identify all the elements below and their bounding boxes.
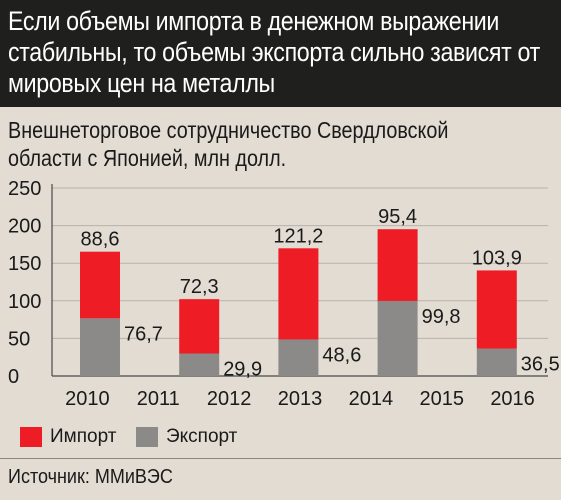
data-label-export: 99,8	[422, 306, 461, 328]
data-label-export: 36,5	[521, 354, 560, 376]
y-tick-label: 50	[8, 328, 30, 350]
source-divider	[0, 458, 561, 459]
data-label-import: 95,4	[378, 206, 417, 228]
bar-import	[476, 270, 517, 349]
data-label-export: 76,7	[124, 323, 163, 345]
bar-export	[476, 348, 517, 376]
legend-item-import: Импорт	[20, 426, 116, 448]
x-tick-label: 2014	[349, 388, 394, 410]
y-tick-label: 150	[8, 253, 41, 275]
bar-export	[80, 318, 120, 376]
bar-import	[179, 299, 220, 354]
data-label-export: 48,6	[322, 344, 361, 366]
data-label-import: 121,2	[273, 225, 323, 247]
legend-label-export: Экспорт	[166, 426, 238, 447]
data-label-import: 88,6	[81, 229, 120, 251]
x-tick-label: 2016	[490, 388, 535, 410]
header-title: Если объемы импорта в денежном выражении…	[8, 6, 540, 98]
data-label-import: 72,3	[180, 276, 219, 298]
y-tick-label: 200	[8, 216, 41, 238]
x-tick-label: 2011	[137, 388, 180, 410]
chart-title: Внешнеторговое сотрудничество Свердловск…	[8, 117, 449, 171]
source-note: Источник: ММиВЭС	[8, 466, 173, 488]
header-banner: Если объемы импорта в денежном выражении…	[0, 0, 561, 107]
x-tick-label: 2010	[65, 388, 110, 410]
legend-item-export: Экспорт	[136, 426, 237, 448]
x-tick-label: 2013	[278, 388, 323, 410]
data-label-import: 103,9	[472, 247, 522, 269]
legend-swatch-export	[136, 427, 158, 447]
bar-export	[179, 353, 220, 376]
y-tick-label: 250	[8, 178, 41, 200]
legend-label-import: Импорт	[50, 426, 117, 447]
bar-import	[278, 248, 319, 340]
bar-import	[80, 251, 120, 319]
legend-swatch-import	[20, 427, 42, 447]
bar-import	[377, 229, 418, 301]
x-tick-label: 2015	[419, 388, 464, 410]
y-tick-label: 100	[8, 291, 41, 313]
y-tick-label: 0	[8, 366, 19, 388]
bar-export	[278, 339, 319, 376]
bar-export	[377, 300, 418, 376]
x-tick-label: 2012	[207, 388, 252, 410]
data-label-export: 29,9	[223, 359, 262, 381]
